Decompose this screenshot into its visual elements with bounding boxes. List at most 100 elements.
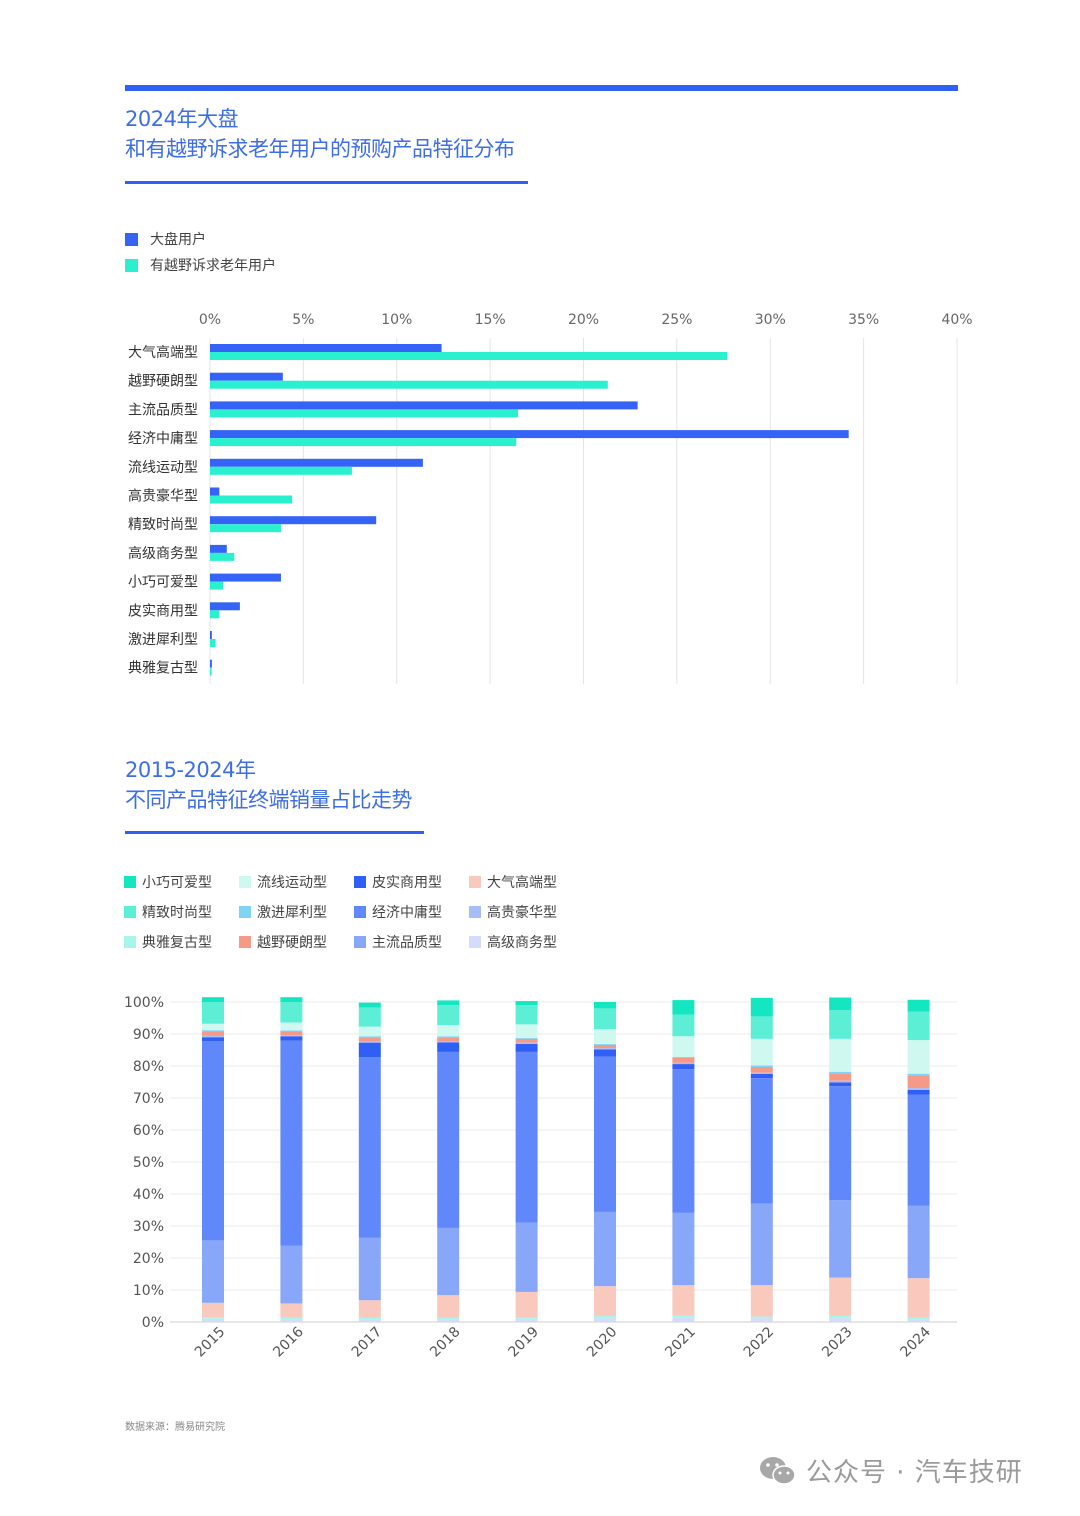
legend-label: 流线运动型 (257, 874, 327, 891)
stacked-segment (358, 1002, 381, 1008)
legend-swatch (469, 875, 481, 888)
stacked-segment (437, 1319, 460, 1322)
stacked-segment (907, 1319, 930, 1322)
stacked-segment (829, 1277, 852, 1316)
chart2-legend-item: 经济中庸型 (354, 902, 469, 921)
y-tick-label: 40% (133, 1187, 164, 1203)
x-tick-label: 2021 (662, 1324, 699, 1361)
bar-overall-users (210, 430, 849, 439)
category-label: 精致时尚型 (128, 517, 198, 533)
stacked-segment (594, 1043, 616, 1045)
bar-overall-users (210, 659, 212, 668)
stacked-segment (515, 1222, 538, 1292)
stacked-segment (280, 1035, 303, 1037)
horizontal-bar-chart: 0% 5% 10% 15% 20% 25% 30% 35% 40% 大气高端型越野硬朗型主流品质型… (128, 312, 973, 684)
stacked-segment (594, 1049, 616, 1057)
y-tick-label: 70% (133, 1091, 164, 1107)
stacked-segment (672, 1285, 695, 1316)
legend-swatch (469, 905, 481, 918)
x-tick-label: 2016 (270, 1324, 307, 1361)
stacked-segment (280, 1245, 303, 1304)
bar-offroad-senior-users (210, 610, 220, 619)
stacked-segment (594, 1008, 616, 1030)
chart2-legend-item: 皮实商用型 (354, 872, 469, 891)
stacked-segment (358, 1319, 381, 1322)
y-tick-label: 30% (133, 1219, 164, 1235)
x-tick-label: 2024 (898, 1324, 935, 1361)
stacked-segment (515, 1291, 538, 1318)
stacked-segment (437, 1005, 460, 1026)
bar-overall-users (210, 544, 227, 553)
category-label: 皮实商用型 (128, 603, 198, 619)
stacked-segment (907, 1317, 930, 1320)
stacked-segment (829, 1071, 852, 1074)
stacked-segment (907, 999, 930, 1012)
legend-swatch (354, 935, 366, 948)
legend-label: 有越野诉求老年用户 (150, 258, 276, 274)
x-tick-label: 15% (475, 312, 506, 328)
y-tick-label: 0% (142, 1315, 164, 1331)
legend-label: 主流品质型 (372, 934, 442, 951)
chart1-title-underline (125, 181, 528, 184)
stacked-segment (437, 1036, 460, 1038)
stacked-segment (829, 997, 852, 1010)
legend-label: 高级商务型 (487, 934, 557, 951)
stacked-segment (358, 1037, 381, 1042)
stacked-segment (829, 1082, 852, 1087)
stacked-segment (750, 1285, 773, 1317)
stacked-segment (750, 1038, 773, 1066)
bar-overall-users (210, 573, 281, 582)
stacked-segment (358, 1300, 381, 1318)
stacked-segment (280, 1022, 303, 1031)
legend-swatch (124, 875, 136, 888)
stacked-segment (358, 1041, 381, 1043)
legend-swatch (125, 258, 138, 272)
chart2-legend-item: 小巧可爱型 (124, 872, 239, 891)
stacked-segment (594, 1056, 616, 1212)
category-label: 经济中庸型 (128, 430, 198, 447)
stacked-segment (907, 1278, 930, 1318)
stacked-segment (594, 1211, 616, 1287)
chart1-legend: 大盘用户 有越野诉求老年用户 (125, 226, 276, 278)
x-tick-label: 2020 (584, 1324, 621, 1361)
stacked-segment (594, 1029, 616, 1044)
chart1-title-line1: 2024年大盘 (125, 107, 238, 131)
stacked-segment (594, 1044, 616, 1049)
stacked-segment (515, 1043, 538, 1052)
x-tick-label: 20% (568, 312, 599, 328)
stacked-segment (437, 1317, 460, 1320)
stacked-bar-chart: 0% 10% 20% 30% 40% 50% 60% 70% 80% 90% 100% 2015 201… (124, 995, 957, 1361)
stacked-segment (750, 1074, 773, 1079)
stacked-segment (437, 1227, 460, 1296)
category-label: 主流品质型 (128, 402, 198, 418)
legend-swatch (354, 875, 366, 888)
legend-label: 大气高端型 (487, 874, 557, 891)
x-tick-label: 0% (199, 312, 221, 328)
stacked-segment (829, 1318, 852, 1322)
stacked-segment (829, 1315, 852, 1319)
stacked-segment (907, 1040, 930, 1074)
stacked-segment (437, 1041, 460, 1043)
bar-overall-users (210, 602, 240, 611)
stacked-segment (437, 1025, 460, 1037)
stacked-segment (202, 1002, 224, 1024)
stacked-segment (907, 1075, 930, 1089)
stacked-segment (515, 1042, 538, 1044)
category-label: 越野硬朗型 (128, 374, 198, 390)
stacked-segment (202, 1240, 224, 1303)
bar-offroad-senior-users (210, 524, 281, 533)
stacked-segment (515, 1024, 538, 1038)
stacked-segment (515, 1038, 538, 1043)
stacked-segment (750, 1078, 773, 1204)
y-tick-label: 10% (133, 1283, 164, 1299)
legend-swatch (354, 905, 366, 918)
x-tick-label: 40% (941, 312, 972, 328)
stacked-segment (280, 1317, 303, 1320)
stacked-segment (750, 1072, 773, 1074)
stacked-segment (280, 1030, 303, 1032)
stacked-segment (515, 1037, 538, 1039)
legend-swatch (124, 935, 136, 948)
bar-overall-users (210, 516, 377, 525)
legend-swatch (239, 905, 251, 918)
stacked-segment (907, 1011, 930, 1041)
